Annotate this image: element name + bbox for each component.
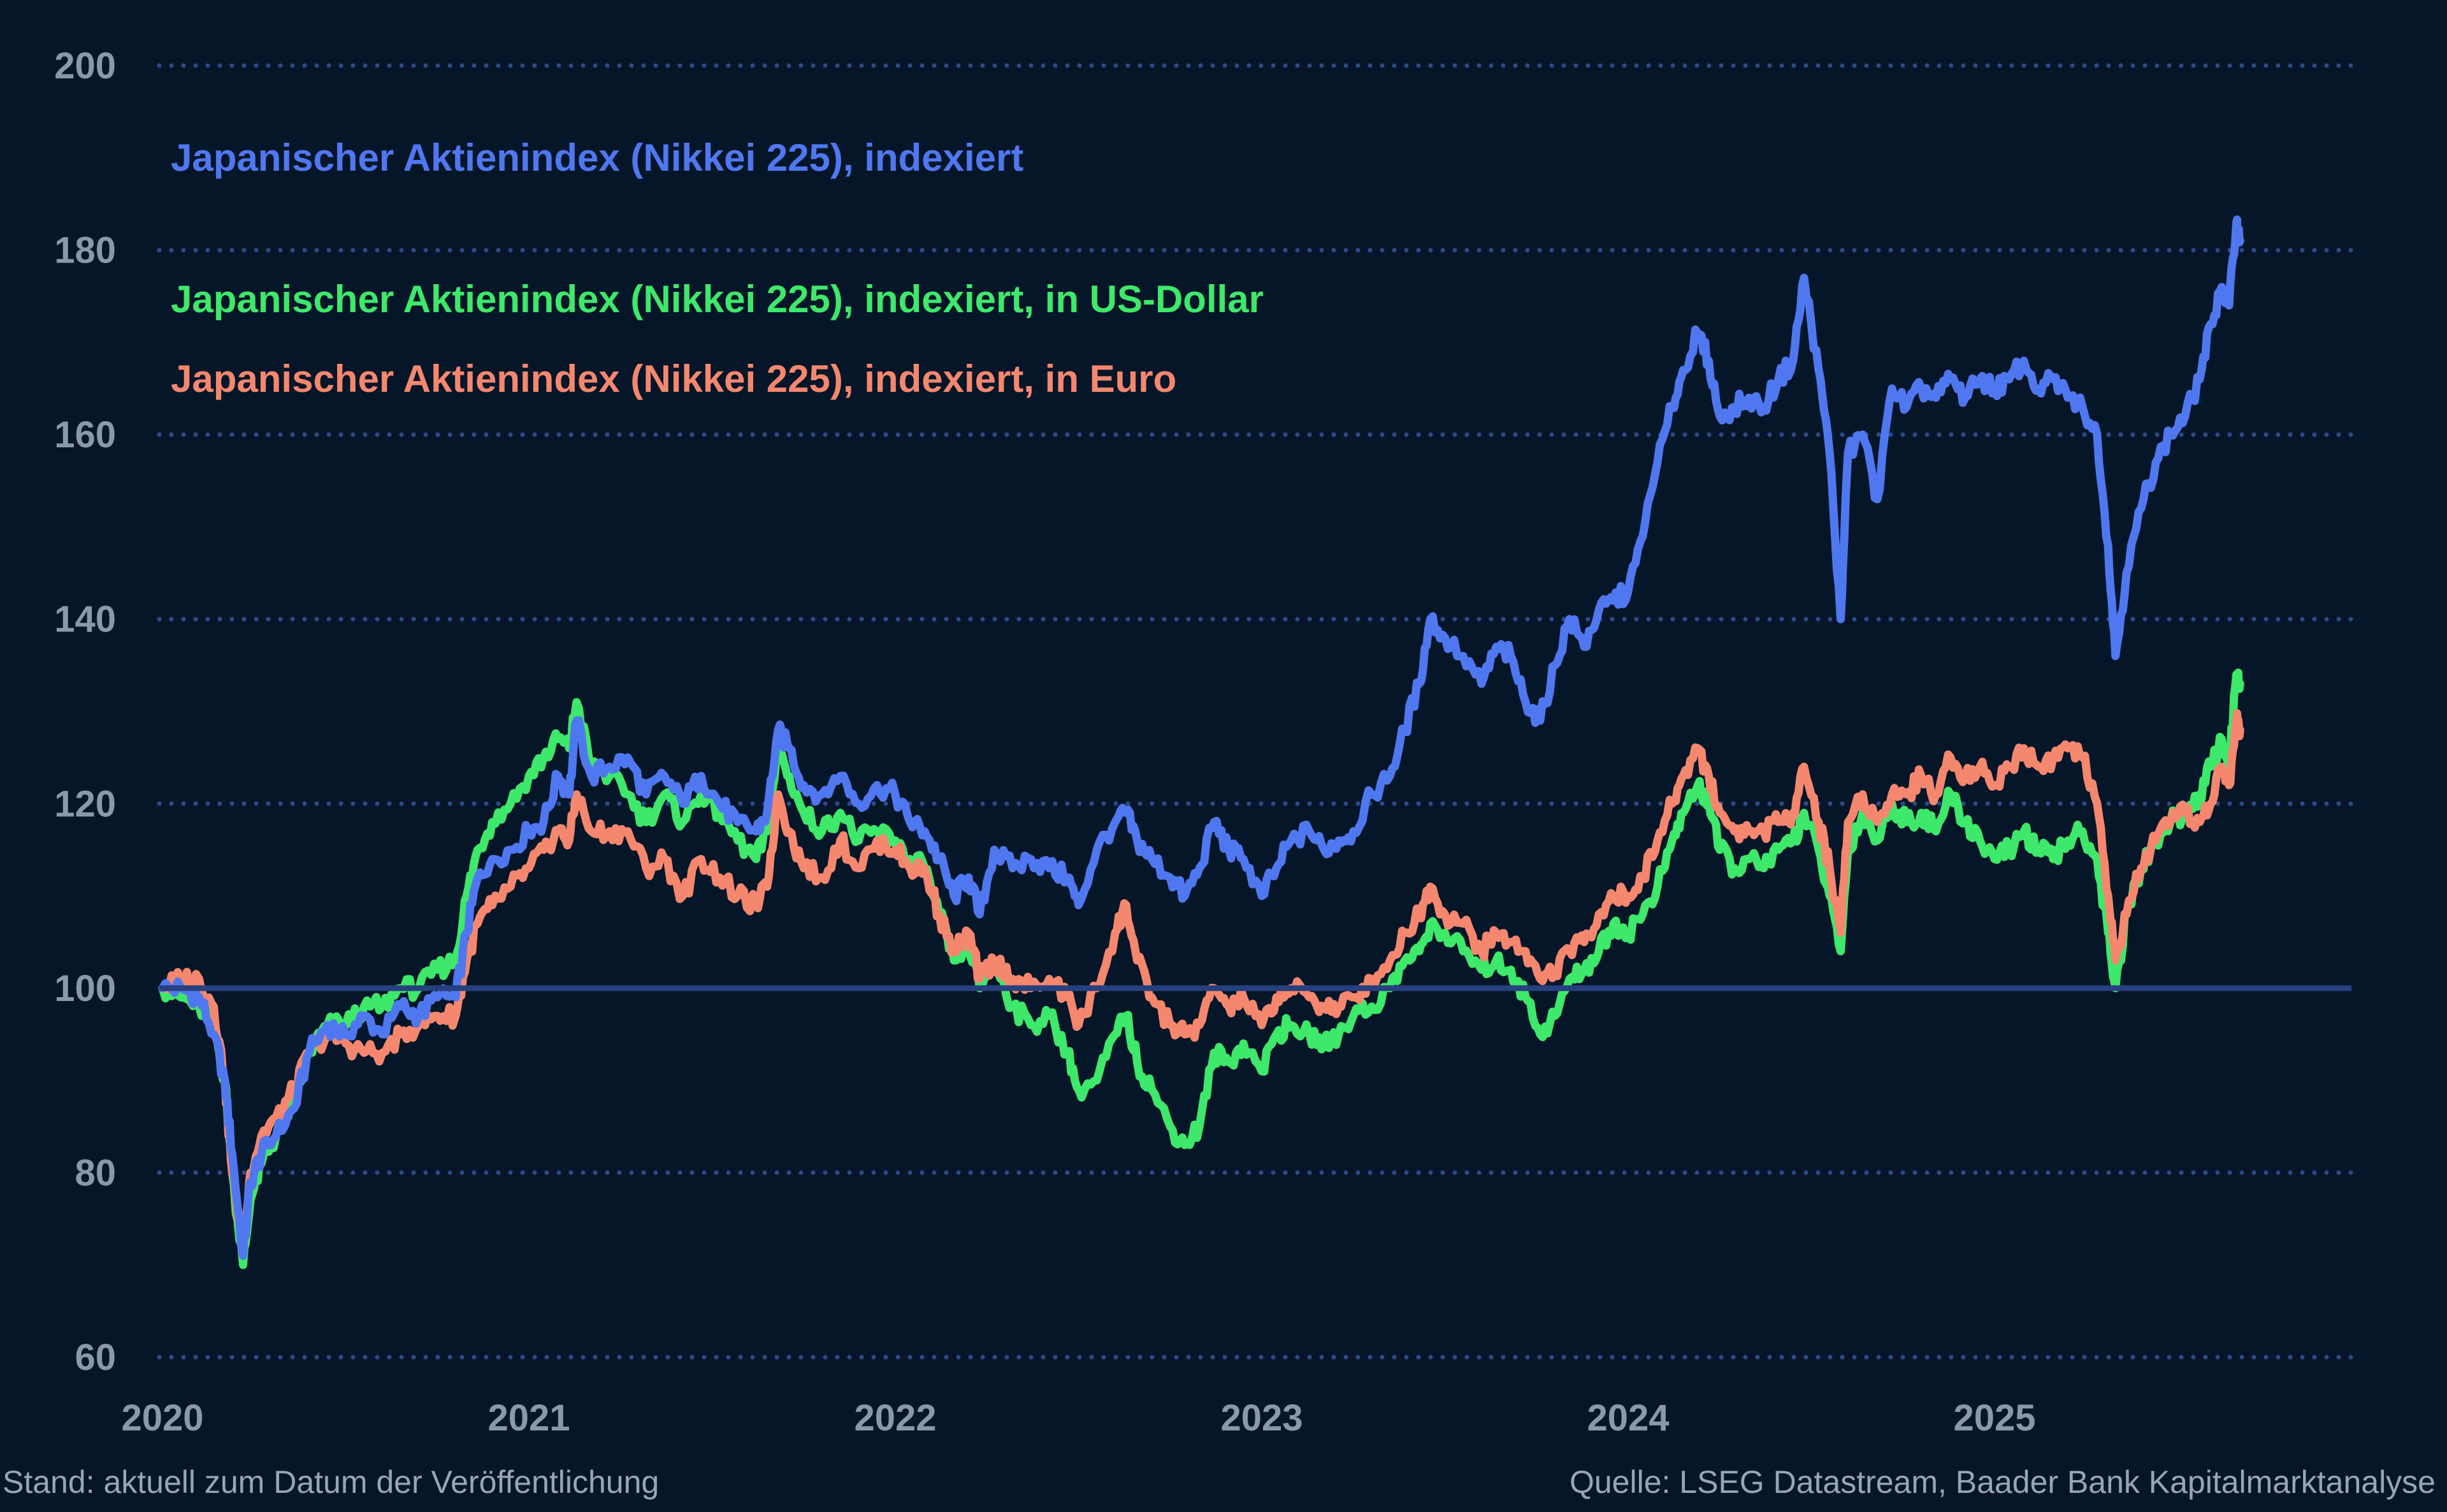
x-tick-label-2020: 2020 [121, 1397, 203, 1439]
x-tick-label-2022: 2022 [854, 1397, 936, 1439]
footer-note: Stand: aktuell zum Datum der Veröffentli… [3, 1464, 660, 1500]
gridlines [157, 63, 2354, 1360]
y-tick-label-100: 100 [54, 968, 116, 1009]
series-line-1 [158, 215, 2244, 1260]
legend-label-3: Japanischer Aktienindex (Nikkei 225), in… [171, 357, 1176, 400]
y-tick-label-80: 80 [75, 1152, 116, 1193]
footer-source: Quelle: LSEG Datastream, Baader Bank Kap… [1569, 1464, 2436, 1500]
y-tick-label-160: 160 [54, 414, 116, 456]
x-tick-label-2021: 2021 [487, 1397, 570, 1439]
legend-label-1: Japanischer Aktienindex (Nikkei 225), in… [171, 136, 1023, 179]
y-axis: 60 80 100 120 140 160 180 200 [54, 45, 116, 1378]
x-axis: 2020 2021 2022 2023 2024 2025 [121, 1397, 2035, 1439]
x-tick-label-2025: 2025 [1953, 1397, 2035, 1439]
legend-label-2: Japanischer Aktienindex (Nikkei 225), in… [171, 278, 1264, 320]
series-line-2 [158, 668, 2244, 1269]
y-tick-label-180: 180 [54, 230, 116, 271]
y-tick-label-200: 200 [54, 45, 116, 87]
y-tick-label-120: 120 [54, 783, 116, 824]
legend: Japanischer Aktienindex (Nikkei 225), in… [171, 136, 1264, 400]
x-tick-label-2023: 2023 [1220, 1397, 1303, 1439]
y-tick-label-60: 60 [75, 1337, 116, 1378]
series-line-3 [158, 709, 2244, 1251]
x-tick-label-2024: 2024 [1587, 1397, 1669, 1439]
y-tick-label-140: 140 [54, 599, 116, 640]
series-lines [158, 215, 2244, 1269]
